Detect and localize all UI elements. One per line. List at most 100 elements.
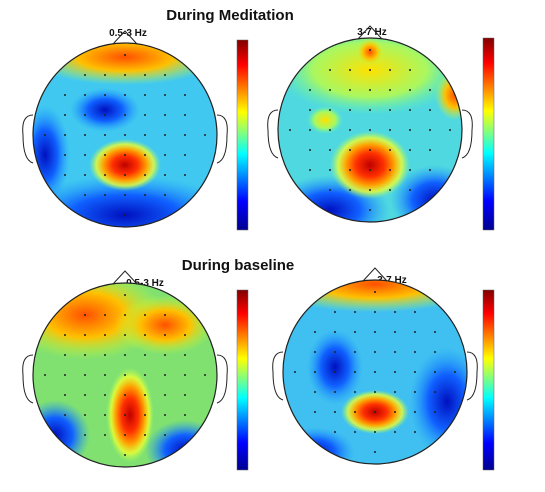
electrode (104, 174, 106, 176)
electrode (84, 194, 86, 196)
electrode (309, 109, 311, 111)
ear (22, 114, 34, 164)
electrode (409, 169, 411, 171)
electrode (124, 214, 126, 216)
electrode (369, 209, 371, 211)
electrode (164, 154, 166, 156)
electrode (349, 109, 351, 111)
electrode (414, 311, 416, 313)
topomap (278, 38, 462, 222)
electrode (144, 154, 146, 156)
electrode (389, 189, 391, 191)
electrode (64, 354, 66, 356)
electrode (314, 411, 316, 413)
electrode (184, 414, 186, 416)
electrode (204, 374, 206, 376)
electrode (394, 371, 396, 373)
map-region (356, 38, 384, 66)
electrode (389, 149, 391, 151)
electrode (394, 411, 396, 413)
electrode (374, 451, 376, 453)
electrode (144, 74, 146, 76)
electrode (349, 189, 351, 191)
electrode (124, 454, 126, 456)
electrode (314, 351, 316, 353)
electrode (369, 189, 371, 191)
electrode (309, 89, 311, 91)
electrode (334, 411, 336, 413)
electrode (429, 129, 431, 131)
electrode (124, 134, 126, 136)
electrode (64, 94, 66, 96)
electrode (414, 351, 416, 353)
electrode (434, 351, 436, 353)
map-label: 0.5-3 Hz (126, 278, 164, 289)
head-outline (32, 282, 218, 468)
head-outline (32, 42, 218, 228)
electrode (144, 134, 146, 136)
electrode (124, 154, 126, 156)
electrode (429, 109, 431, 111)
electrode (104, 194, 106, 196)
map-region (106, 367, 154, 463)
electrode (124, 334, 126, 336)
electrode (144, 94, 146, 96)
electrode (64, 174, 66, 176)
electrode (84, 314, 86, 316)
electrode (164, 434, 166, 436)
electrode (84, 94, 86, 96)
electrode (164, 414, 166, 416)
map-region (307, 329, 363, 405)
electrode (389, 69, 391, 71)
electrode (374, 331, 376, 333)
electrode (104, 134, 106, 136)
electrode (144, 334, 146, 336)
topomap (33, 283, 217, 467)
electrode (184, 334, 186, 336)
electrode (84, 154, 86, 156)
map-region (307, 106, 343, 134)
colorbar (482, 289, 495, 471)
electrode (164, 114, 166, 116)
electrode (164, 334, 166, 336)
electrode (164, 174, 166, 176)
map-label: 3-7 Hz (377, 275, 406, 286)
nose (362, 267, 388, 282)
electrode (164, 374, 166, 376)
electrode (164, 394, 166, 396)
electrode (104, 114, 106, 116)
electrode (334, 331, 336, 333)
ear (272, 351, 284, 401)
electrode (124, 394, 126, 396)
electrode (374, 371, 376, 373)
electrode (369, 89, 371, 91)
head-outline (282, 279, 468, 465)
electrode (414, 431, 416, 433)
electrode (184, 154, 186, 156)
ear (216, 114, 228, 164)
map-region (33, 105, 70, 205)
electrode (124, 74, 126, 76)
electrode (144, 174, 146, 176)
electrode (64, 414, 66, 416)
electrode (354, 311, 356, 313)
electrode (414, 331, 416, 333)
electrode (144, 354, 146, 356)
electrode (329, 69, 331, 71)
electrode (394, 331, 396, 333)
map-region (89, 139, 161, 191)
electrode (124, 314, 126, 316)
colorbar (482, 37, 495, 231)
electrode (104, 414, 106, 416)
electrode (369, 149, 371, 151)
electrode (124, 94, 126, 96)
map-label: 3-7 Hz (357, 27, 386, 38)
panel-title: During Meditation (166, 7, 294, 24)
topomap (33, 43, 217, 227)
electrode (409, 129, 411, 131)
head-outline (277, 37, 463, 223)
map-region (283, 280, 467, 312)
electrode (329, 169, 331, 171)
electrode (124, 374, 126, 376)
